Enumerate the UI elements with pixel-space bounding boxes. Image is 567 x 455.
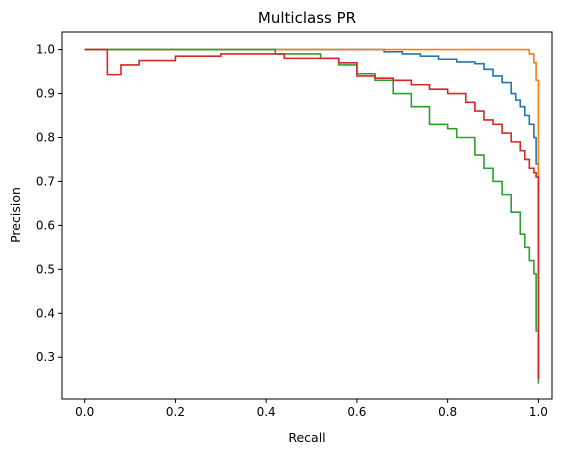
series-lines [84,48,540,384]
y-tick-label: 0.9 [36,87,55,101]
chart-title: Multiclass PR [258,9,356,27]
x-tick-label: 1.0 [529,405,548,419]
x-axis-title: Recall [288,430,325,445]
y-tick-label: 1.0 [36,43,55,57]
y-axis: 0.3 0.4 0.5 0.6 0.7 0.8 0.9 1.0 [36,43,62,364]
y-tick-label: 0.4 [36,306,55,320]
y-tick-label: 0.7 [36,174,55,188]
y-tick-label: 0.6 [36,218,55,232]
series-line-3 [84,48,540,380]
x-tick-label: 0.4 [257,405,276,419]
x-tick-label: 0.0 [75,405,94,419]
x-tick-label: 0.8 [438,405,457,419]
series-line-0 [84,48,540,380]
y-tick-label: 0.5 [36,262,55,276]
plot-frame [61,31,553,400]
x-tick-label: 0.6 [347,405,366,419]
x-axis: 0.0 0.2 0.4 0.6 0.8 1.0 [75,399,548,419]
y-axis-title: Precision [8,187,23,243]
y-tick-label: 0.8 [36,130,55,144]
y-tick-label: 0.3 [36,350,55,364]
x-tick-label: 0.2 [166,405,185,419]
series-line-2 [84,48,540,384]
series-line-1 [84,48,540,380]
